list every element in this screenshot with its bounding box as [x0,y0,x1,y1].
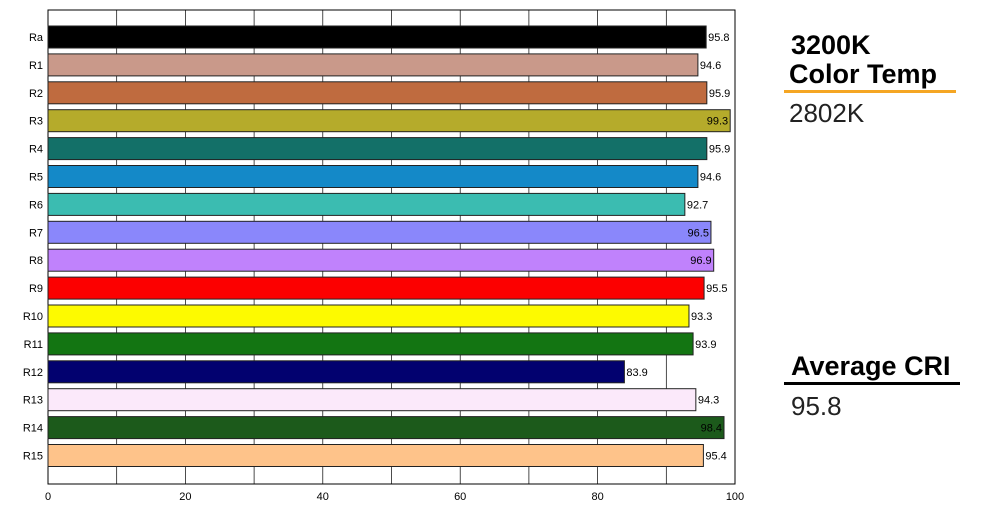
category-label: R13 [23,395,43,407]
bar [47,165,699,188]
x-tick-label: 0 [45,491,51,503]
value-label: 93.3 [691,311,712,323]
category-label: R3 [29,116,43,128]
category-label: R2 [29,88,43,100]
average-cri-underline [784,382,960,385]
category-label: Ra [29,32,44,44]
average-cri-value: 95.8 [791,391,842,421]
value-label: 95.8 [708,32,729,44]
value-label: 83.9 [626,367,647,379]
plot-frame [47,9,736,485]
value-label: 96.9 [690,255,711,267]
value-label: 95.9 [709,88,730,100]
bar [47,416,725,440]
value-label: 96.5 [688,227,709,239]
value-label: 94.6 [700,172,721,184]
color-temp-underline [784,90,956,93]
bar [47,304,690,328]
bar [47,109,731,133]
x-tick-label: 60 [454,491,466,503]
value-label: 95.9 [709,144,730,156]
category-label: R1 [29,60,43,72]
bar [47,81,708,105]
bar [47,137,708,161]
category-label: R5 [29,172,43,184]
category-label: R15 [23,451,43,463]
bar [47,276,705,300]
color-temp-title-line2: Color Temp [789,59,937,89]
category-label: R12 [23,367,43,379]
category-label: R7 [29,227,43,239]
value-label: 98.4 [701,423,722,435]
cri-bar-chart: Ra 95.8 R1 94.6 R2 95.9 R3 99.3 R4 95.9 R5 94.6 R6 92… [23,9,744,503]
bar [47,220,712,244]
category-label: R10 [23,311,43,323]
bar [47,248,715,272]
x-tick-label: 40 [317,491,329,503]
average-cri-title: Average CRI [791,351,951,381]
color-temp-value: 2802K [789,98,865,128]
bar [47,192,686,216]
category-label: R6 [29,199,43,211]
value-label: 95.4 [705,451,726,463]
category-label: R9 [29,283,43,295]
category-label: R8 [29,255,43,267]
bar [47,53,699,77]
value-label: 92.7 [687,199,708,211]
x-tick-label: 100 [726,491,744,503]
x-tick-label: 20 [179,491,191,503]
x-tick-label: 80 [591,491,603,503]
category-label: R14 [23,423,43,435]
category-label: R11 [24,339,43,351]
category-label: R4 [29,144,43,156]
value-label: 93.9 [695,339,716,351]
value-label: 99.3 [707,116,728,128]
value-label: 94.3 [698,395,719,407]
bar [47,388,697,412]
bar [47,360,625,384]
color-temp-title-line1: 3200K [791,30,871,60]
value-label: 95.5 [706,283,727,295]
bar [47,444,704,467]
value-label: 94.6 [700,60,721,72]
bar [47,25,707,49]
bar [47,332,694,356]
